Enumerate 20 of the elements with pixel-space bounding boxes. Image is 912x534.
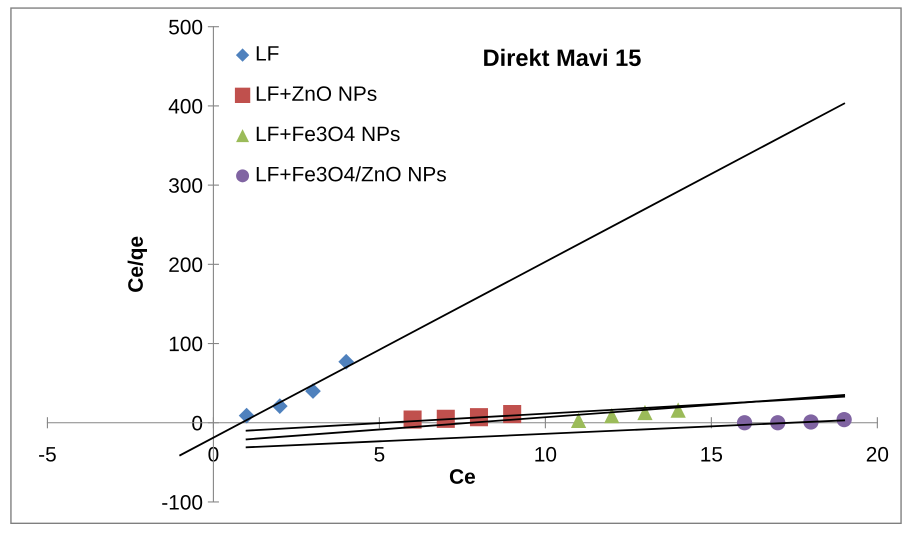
x-tick-label: -5 xyxy=(39,447,56,462)
y-tick-label: 300 xyxy=(169,178,202,193)
y-tick-label: 100 xyxy=(170,336,202,352)
y-tick-label: 0 xyxy=(192,416,202,431)
x-tick-label: 15 xyxy=(701,447,722,462)
y-tick-label: -100 xyxy=(162,494,202,510)
y-tick-label: 400 xyxy=(168,98,202,114)
x-tick-label: 5 xyxy=(374,447,384,462)
x-axis-title: Ce xyxy=(450,469,475,484)
x-tick-label: 20 xyxy=(866,446,888,462)
text: Direkt Mavi 15 xyxy=(484,48,641,66)
legend-label: LF+ZnO NPs xyxy=(256,86,376,102)
legend-label: LF+Fe3O4 NPs xyxy=(256,126,400,142)
y-axis-title: Ce/qe xyxy=(128,236,148,292)
y-tick-label: 500 xyxy=(169,20,202,34)
x-tick-label: 10 xyxy=(535,446,556,462)
y-tick-label: 200 xyxy=(169,257,202,272)
legend-label: LF xyxy=(256,46,279,61)
legend-label: LF+Fe3O4/ZnO NPs xyxy=(256,166,446,182)
x-tick-label: 0 xyxy=(208,446,218,462)
